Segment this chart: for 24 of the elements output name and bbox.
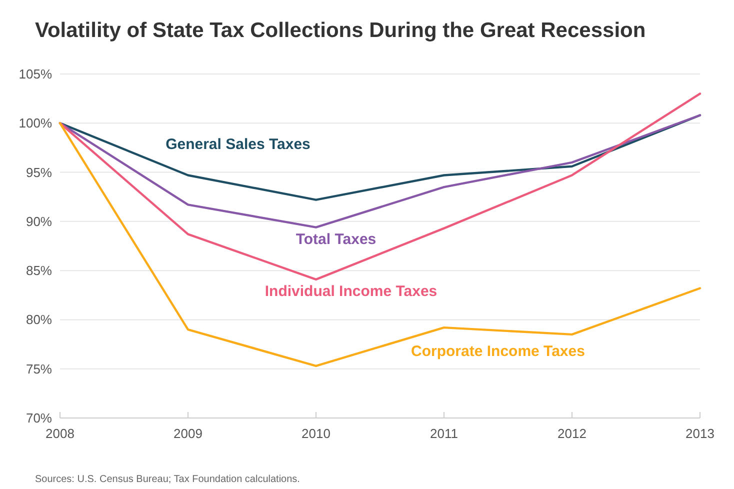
x-tick-label: 2013 (686, 426, 714, 441)
line-series (58, 114, 702, 228)
x-tick-label: 2011 (430, 426, 458, 441)
series-label: Corporate Income Taxes (411, 343, 585, 360)
y-tick-label: 95% (26, 164, 52, 180)
x-tick-label: 2008 (46, 426, 74, 441)
series-label: Individual Income Taxes (264, 283, 438, 300)
y-tick-label: 100% (18, 116, 52, 131)
line-series (58, 122, 702, 368)
y-tick-label: 70% (26, 410, 52, 426)
chart-title: Volatility of State Tax Collections During the Great Recession (35, 19, 646, 42)
series-label: Total Taxes (296, 231, 376, 248)
source-note: Sources: U.S. Census Bureau; Tax Foundation calculations. (35, 474, 300, 485)
line-series (58, 114, 702, 201)
x-tick-label: 2010 (302, 426, 330, 441)
y-tick-label: 85% (26, 263, 52, 278)
series-label: General Sales Taxes (166, 136, 310, 153)
y-tick-label: 105% (18, 66, 52, 82)
y-tick-label: 75% (26, 361, 52, 376)
x-tick-label: 2009 (174, 426, 202, 441)
y-tick-label: 80% (26, 312, 52, 328)
y-tick-label: 90% (26, 214, 52, 229)
x-tick-label: 2012 (558, 426, 586, 441)
line-series (58, 92, 702, 281)
